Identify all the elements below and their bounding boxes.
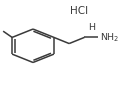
- Text: H: H: [88, 23, 95, 32]
- Text: NH$_2$: NH$_2$: [100, 31, 119, 44]
- Text: HCl: HCl: [70, 6, 88, 16]
